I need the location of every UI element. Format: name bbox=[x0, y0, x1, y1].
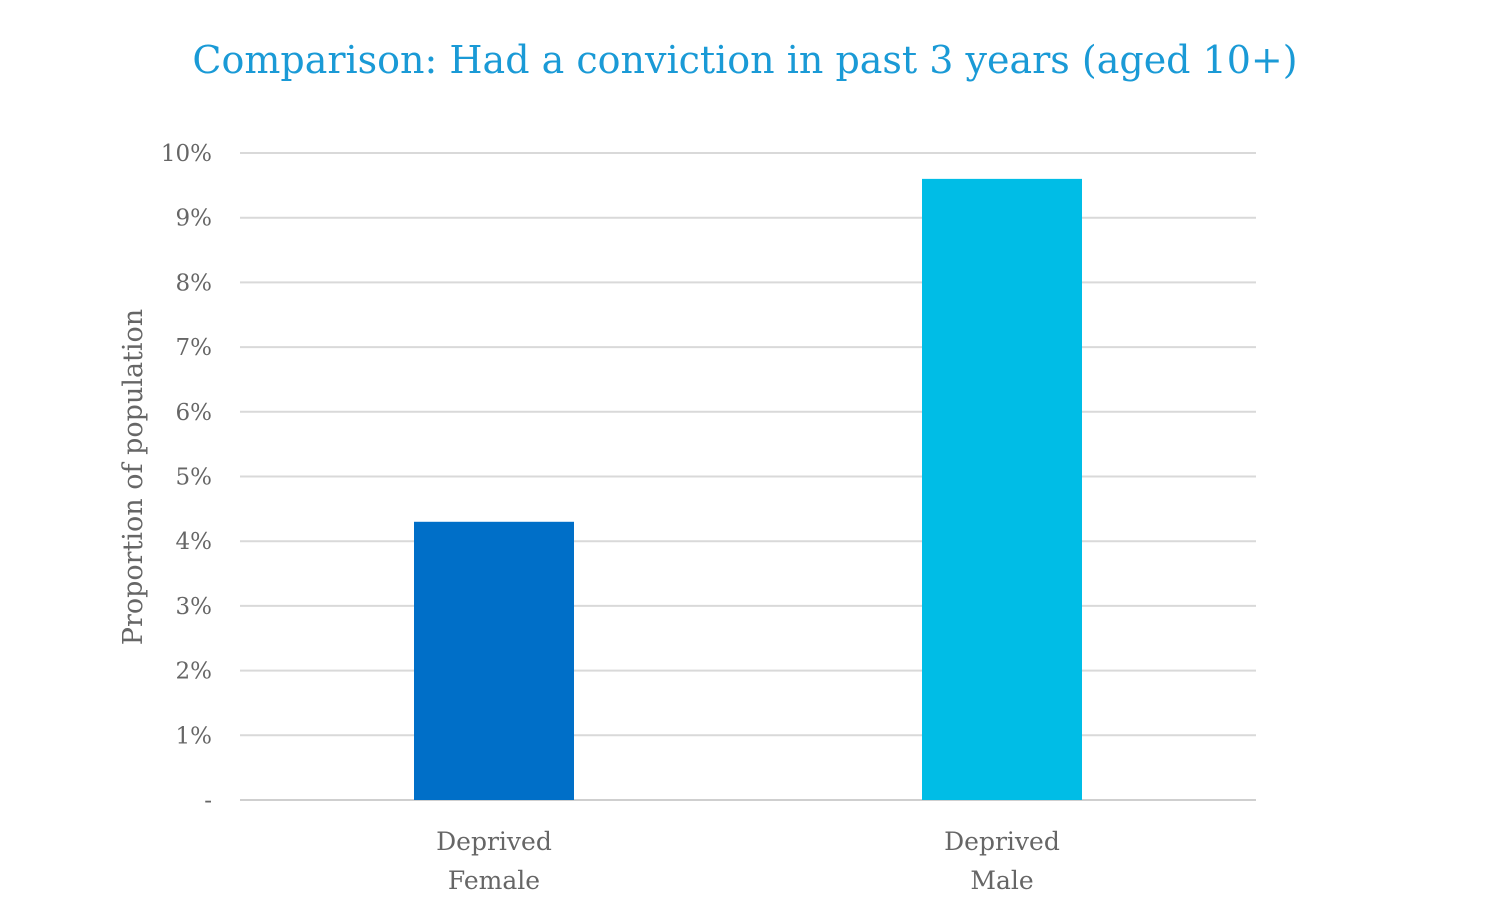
gridlines bbox=[240, 152, 1256, 801]
y-axis-title: Proportion of population bbox=[118, 309, 149, 645]
x-category-label: Deprived bbox=[944, 827, 1060, 856]
y-tick-label: 9% bbox=[176, 206, 213, 232]
y-tick-label: 3% bbox=[176, 594, 213, 620]
bar bbox=[922, 178, 1082, 800]
y-tick-label: - bbox=[204, 788, 212, 814]
y-tick-label: 1% bbox=[176, 723, 213, 749]
y-tick-label: 7% bbox=[176, 335, 213, 361]
y-tick-label: 4% bbox=[176, 529, 213, 555]
y-tick-label: 10% bbox=[161, 141, 212, 167]
x-category-label: Female bbox=[448, 866, 540, 895]
y-tick-label: 8% bbox=[176, 270, 213, 296]
bar bbox=[414, 521, 574, 800]
y-tick-label: 2% bbox=[176, 659, 213, 685]
y-axis-ticks: - 1% 2% 3% 4% 5% 6% 7% 8% 9% 10% bbox=[161, 141, 212, 814]
x-axis-categories: Deprived Female Deprived Male bbox=[436, 827, 1060, 895]
y-tick-label: 5% bbox=[176, 465, 213, 491]
bars bbox=[414, 178, 1082, 800]
x-category-label: Deprived bbox=[436, 827, 552, 856]
chart-title: Comparison: Had a conviction in past 3 y… bbox=[192, 38, 1298, 82]
y-tick-label: 6% bbox=[176, 400, 213, 426]
x-category-label: Male bbox=[970, 866, 1033, 895]
